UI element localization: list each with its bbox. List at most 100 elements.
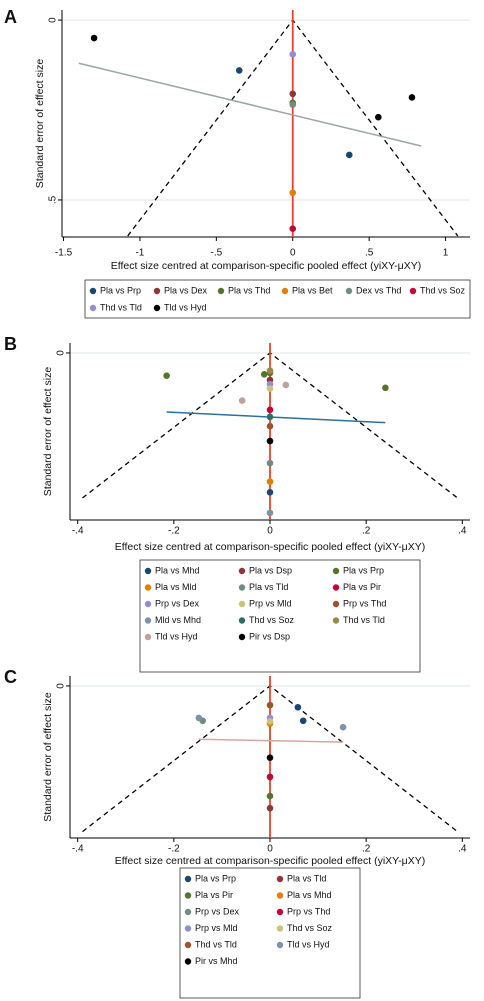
legend-label: Pla vs Thd (228, 285, 270, 295)
y-tick-label: 0 (56, 683, 67, 689)
legend-marker (332, 617, 340, 624)
legend-label: Prp vs Thd (287, 906, 330, 916)
x-tick-label: 0 (267, 526, 273, 537)
legend-marker (276, 892, 284, 899)
data-point (266, 413, 274, 421)
legend-label: Thd vs Soz (420, 285, 466, 295)
x-tick-label: -.2 (168, 526, 180, 537)
x-axis-title: Effect size centred at comparison-specif… (115, 541, 426, 553)
data-point (289, 101, 297, 108)
legend-label: Prp vs Dex (155, 598, 200, 608)
data-point (289, 90, 297, 98)
legend-label: Thd vs Tld (343, 615, 385, 625)
x-tick-label: -.4 (72, 844, 84, 855)
legend-marker (332, 567, 340, 575)
legend-marker (332, 600, 340, 608)
x-axis-title: Effect size centred at comparison-specif… (115, 855, 426, 867)
data-point (266, 701, 274, 709)
legend: Pla vs Mhd Pla vs Dsp Pla vs Prp Pla vs Mld… (139, 559, 421, 673)
legend-marker (153, 287, 161, 295)
data-point (266, 804, 274, 812)
legend-marker (238, 584, 246, 591)
legend-marker (238, 600, 246, 608)
legend: Pla vs Prp Pla vs Tld Pla vs Pir Pla vs Mhd… (179, 867, 361, 999)
data-point (266, 422, 274, 430)
data-point (289, 50, 297, 58)
legend-label: Pla vs Tld (287, 873, 326, 883)
x-axis-title: Effect size centred at comparison-specif… (111, 260, 422, 272)
legend-marker (89, 287, 97, 295)
legend-marker (332, 584, 340, 591)
y-axis-title: Standard error of effect size (42, 367, 54, 497)
data-point (266, 406, 274, 414)
data-point (266, 488, 274, 496)
legend-marker (238, 617, 246, 624)
legend-marker (144, 584, 152, 591)
legend-box (179, 867, 361, 999)
x-tick-label: -1.5 (55, 248, 73, 259)
legend-label: Prp vs Mld (195, 923, 238, 933)
legend-label: Pla vs Dsp (249, 565, 292, 575)
legend-label: Tld vs Hyd (164, 302, 207, 312)
legend-marker (276, 908, 284, 916)
data-point (235, 67, 243, 74)
legend-marker (144, 567, 152, 575)
data-point (266, 367, 274, 375)
panel: C 0 -.4 -.2 0 .2 .4 Effect size centred at comp… (4, 667, 470, 999)
x-tick-label: -.2 (168, 844, 180, 855)
data-point (266, 385, 274, 392)
data-point (375, 113, 382, 121)
legend-label: Pla vs Pir (343, 582, 381, 592)
data-point (90, 34, 98, 42)
x-tick-label: .4 (458, 844, 467, 855)
legend-marker (184, 892, 192, 899)
data-point (289, 189, 297, 197)
legend-label: Mld vs Mhd (155, 615, 201, 625)
data-point (289, 225, 297, 233)
legend-box (84, 279, 471, 319)
legend-marker (184, 925, 192, 932)
legend-label: Prp vs Thd (343, 598, 386, 608)
data-point (195, 714, 203, 722)
legend-marker (144, 600, 152, 608)
legend-marker (184, 941, 192, 949)
legend-marker (89, 304, 97, 312)
data-point (266, 792, 274, 800)
legend-label: Pir vs Dsp (249, 631, 290, 641)
fit-line (198, 738, 344, 743)
legend-label: Pla vs Prp (100, 285, 141, 295)
legend-marker (281, 287, 289, 295)
legend-label: Prp vs Mld (249, 598, 292, 608)
legend-marker (184, 908, 192, 916)
legend-label: Thd vs Soz (287, 923, 333, 933)
legend-marker (184, 958, 192, 965)
x-tick-label: -.5 (211, 248, 223, 259)
data-point (266, 437, 274, 445)
data-point (163, 372, 170, 379)
x-tick-label: .4 (458, 526, 467, 537)
legend-marker (276, 941, 284, 949)
y-tick-label: 0 (56, 350, 67, 356)
y-tick-label: 0 (48, 17, 59, 23)
x-tick-label: -1 (135, 248, 144, 259)
legend-marker (409, 287, 417, 295)
legend-label: Thd vs Tld (100, 302, 142, 312)
legend-label: Pla vs Mhd (155, 565, 200, 575)
legend-label: Pla vs Pir (195, 890, 233, 900)
legend-marker (144, 633, 152, 641)
legend-label: Pir vs Mhd (195, 956, 238, 966)
legend-label: Prp vs Dex (195, 906, 240, 916)
data-point (260, 370, 268, 378)
legend-marker (345, 287, 353, 295)
x-tick-label: .2 (362, 526, 371, 537)
data-point (345, 151, 353, 159)
legend: Pla vs Prp Pla vs Dex Pla vs Thd Pla vs Bet… (84, 279, 471, 319)
legend-marker (238, 567, 246, 575)
legend-marker (276, 875, 284, 883)
legend-label: Pla vs Bet (292, 285, 333, 295)
legend-label: Tld vs Hyd (287, 939, 330, 949)
data-point (294, 703, 302, 711)
legend-label: Thd vs Tld (195, 939, 237, 949)
legend-marker (238, 633, 246, 641)
legend-label: Pla vs Dex (164, 285, 208, 295)
